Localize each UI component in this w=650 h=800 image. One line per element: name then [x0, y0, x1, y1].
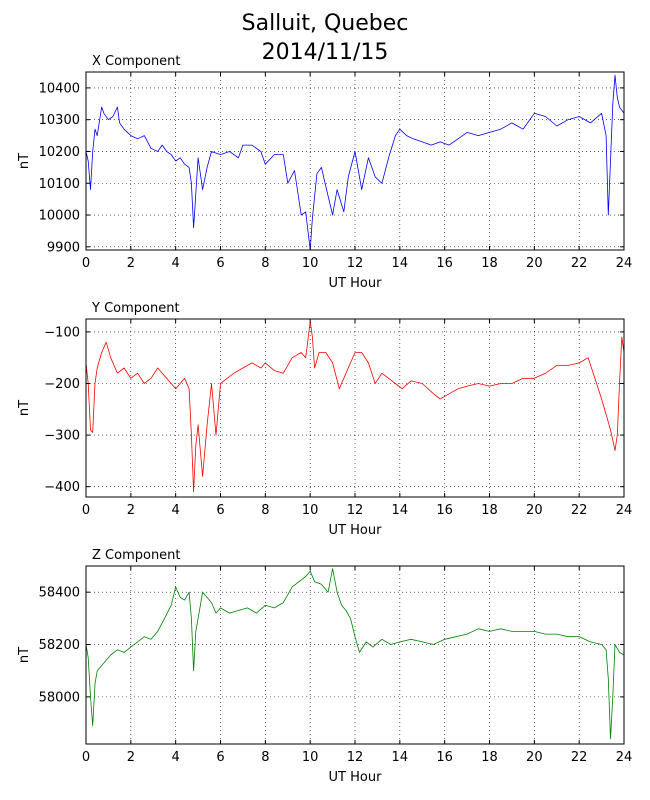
z-component-x-tick-label: 2	[127, 750, 135, 765]
figure-title-date: 2014/11/15	[261, 40, 389, 65]
z-component-series-line	[85, 568, 625, 740]
x-component-x-tick-label: 10	[302, 256, 319, 271]
z-component-x-tick-label: 24	[616, 750, 633, 765]
z-component-x-tick-label: 20	[526, 750, 543, 765]
y-component-x-tick-label: 12	[347, 503, 364, 518]
y-component-x-tick-label: 0	[82, 503, 90, 518]
x-component-x-tick-label: 24	[616, 256, 633, 271]
y-component-x-tick-label: 16	[436, 503, 453, 518]
y-component-x-axis-label: UT Hour	[329, 523, 383, 538]
z-component-x-tick-label: 22	[571, 750, 588, 765]
x-component-x-tick-label: 6	[216, 256, 224, 271]
y-component-x-tick-label: 2	[127, 503, 135, 518]
y-component-x-tick-label: 20	[526, 503, 543, 518]
y-component-x-tick-label: 8	[261, 503, 269, 518]
y-component-x-tick-label: 10	[302, 503, 319, 518]
y-component-x-tick-label: 22	[571, 503, 588, 518]
z-component-x-tick-label: 14	[392, 750, 409, 765]
x-component-title: X Component	[92, 54, 181, 69]
x-component-x-tick-label: 0	[82, 256, 90, 271]
z-component-x-tick-label: 16	[436, 750, 453, 765]
y-component-y-tick-label: −400	[44, 480, 80, 495]
z-component-x-tick-label: 6	[216, 750, 224, 765]
y-component-y-tick-label: −200	[44, 377, 80, 392]
y-component-y-tick-label: −300	[44, 429, 80, 444]
y-component-x-tick-label: 6	[216, 503, 224, 518]
z-component-x-tick-label: 8	[261, 750, 269, 765]
x-component-x-tick-label: 14	[392, 256, 409, 271]
x-component-x-tick-label: 2	[127, 256, 135, 271]
z-component-y-tick-label: 58000	[39, 690, 80, 705]
z-component-y-tick-label: 58400	[39, 586, 80, 601]
y-component-x-tick-label: 18	[481, 503, 498, 518]
y-component-x-tick-label: 4	[172, 503, 180, 518]
figure-title-location: Salluit, Quebec	[241, 11, 409, 36]
x-component-series-line	[85, 74, 625, 251]
y-component-title: Y Component	[91, 301, 180, 316]
z-component-y-axis-label: nT	[17, 647, 32, 663]
x-component-x-tick-label: 18	[481, 256, 498, 271]
z-component-x-tick-label: 4	[172, 750, 180, 765]
x-component-y-tick-label: 10300	[39, 113, 80, 128]
x-component-y-tick-label: 10400	[39, 81, 80, 96]
z-component-x-tick-label: 10	[302, 750, 319, 765]
z-component-title: Z Component	[92, 548, 181, 563]
y-component-y-axis-label: nT	[17, 400, 32, 416]
x-component-x-tick-label: 20	[526, 256, 543, 271]
x-component-y-axis-label: nT	[17, 153, 32, 169]
x-component-y-tick-label: 10200	[39, 145, 80, 160]
z-component-x-axis-label: UT Hour	[329, 770, 383, 785]
y-component-y-tick-label: −100	[44, 325, 80, 340]
x-component-x-tick-label: 12	[347, 256, 364, 271]
x-component-y-tick-label: 10000	[39, 209, 80, 224]
y-component-x-tick-label: 14	[392, 503, 409, 518]
x-component-y-tick-label: 9900	[47, 240, 80, 255]
z-component-x-tick-label: 18	[481, 750, 498, 765]
x-component-x-tick-label: 4	[172, 256, 180, 271]
x-component-x-tick-label: 16	[436, 256, 453, 271]
y-component-series-line	[85, 321, 625, 493]
x-component-x-axis-label: UT Hour	[329, 276, 383, 291]
z-component-y-tick-label: 58200	[39, 638, 80, 653]
y-component-x-tick-label: 24	[616, 503, 633, 518]
z-component-x-tick-label: 0	[82, 750, 90, 765]
z-component-x-tick-label: 12	[347, 750, 364, 765]
x-component-x-tick-label: 8	[261, 256, 269, 271]
x-component-y-tick-label: 10100	[39, 177, 80, 192]
panel-x-component: 0 2 4 6 8 10 12 14 16 18 20 22 249900100001010010200…	[17, 54, 632, 291]
x-component-x-tick-label: 22	[571, 256, 588, 271]
